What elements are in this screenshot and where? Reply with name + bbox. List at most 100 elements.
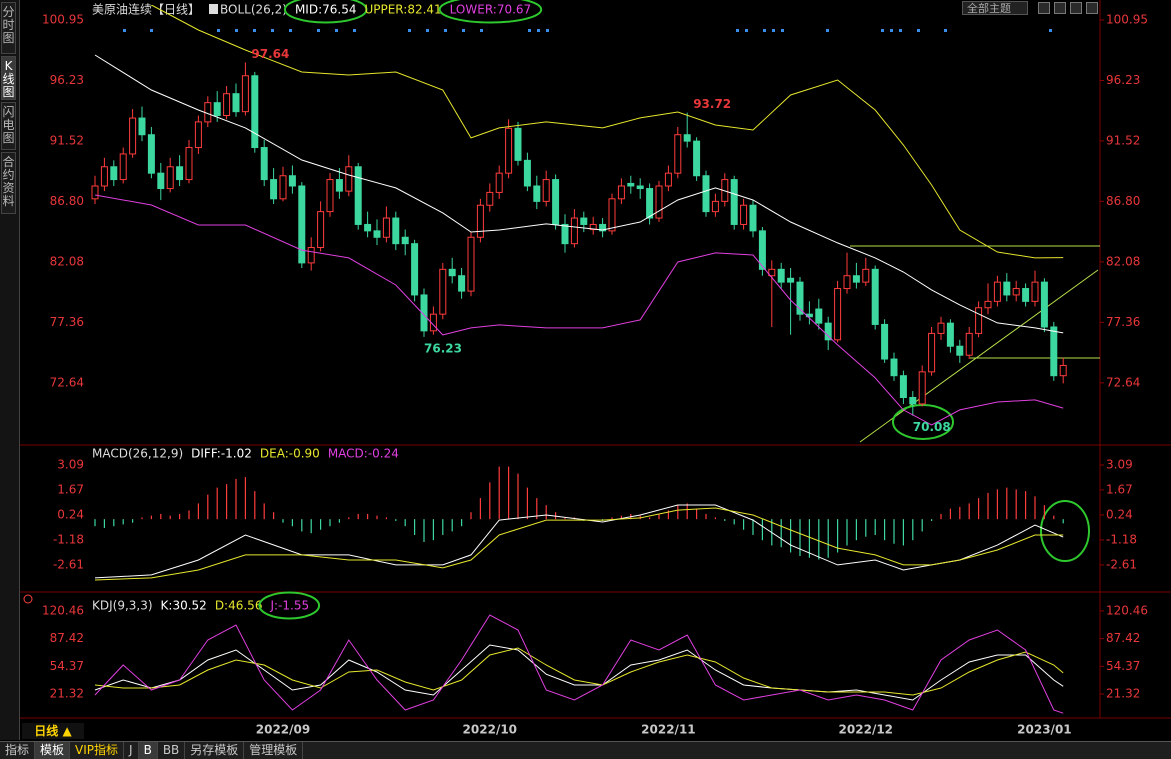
macd-line <box>94 507 1064 581</box>
candle-body <box>777 268 785 283</box>
candle-body <box>683 134 691 142</box>
candle-body <box>871 268 879 325</box>
y-tick-label: 91.52 <box>50 133 84 147</box>
candle-body <box>1040 281 1048 328</box>
candle-body <box>1059 364 1067 377</box>
sidebar-tab[interactable]: 闪电图 <box>1 102 16 150</box>
candle-body <box>232 93 240 113</box>
candle-body <box>984 300 992 309</box>
y-tick-label: 3.09 <box>57 458 84 472</box>
sidebar-tab[interactable]: 分时图 <box>1 2 16 54</box>
bottom-tabs: 指标 模板 VIP指标 J B BB 另存模板 管理模板 <box>0 741 1171 759</box>
y-tick-label: 87.42 <box>50 631 84 645</box>
macd-line <box>94 504 1064 579</box>
candle-body <box>138 117 146 136</box>
y-tick-label: 86.80 <box>50 194 84 208</box>
candle-body <box>288 175 296 187</box>
candle-body <box>787 277 795 283</box>
candle-body <box>514 127 522 161</box>
candle-body <box>335 179 343 192</box>
chart-title: MACD(26,12,9) <box>92 447 183 461</box>
candle-body <box>589 223 597 231</box>
candle-body <box>373 230 381 238</box>
chart: 100.95 100.95 96.23 96.23 91.52 91.52 86.80 86.… <box>20 0 1171 737</box>
window-icon[interactable] <box>1086 2 1098 14</box>
bottom-tab[interactable]: 模板 <box>35 742 71 759</box>
y-tick-label-right: 21.32 <box>1106 687 1140 701</box>
candle-body <box>740 204 748 225</box>
theme-dropdown[interactable]: 全部主题 <box>962 1 1028 15</box>
window-icon[interactable] <box>1070 2 1082 14</box>
candle-body <box>975 307 983 334</box>
legend-entry: MACD:-0.24 <box>328 447 399 461</box>
x-tick-label: 2022/11 <box>641 723 695 737</box>
candle-body <box>928 332 936 373</box>
candle-body <box>429 313 437 332</box>
candle-body <box>693 140 701 177</box>
candle-body <box>824 322 832 341</box>
bottom-tab[interactable]: BB <box>158 742 186 759</box>
y-tick-label-right: 82.08 <box>1106 254 1140 268</box>
candle-body <box>749 204 757 232</box>
y-tick-label-right: 100.95 <box>1106 12 1148 26</box>
y-tick-label: 0.24 <box>57 507 84 521</box>
band-line <box>94 54 1064 334</box>
candle-body <box>646 188 654 219</box>
window-icon[interactable] <box>1038 2 1050 14</box>
highlight-ellipse <box>283 0 368 24</box>
panel-icon <box>23 594 33 604</box>
kdj-line <box>94 614 1064 714</box>
high-label: 93.72 <box>693 97 731 111</box>
candle-body <box>1003 281 1011 296</box>
candle-body <box>119 153 127 181</box>
bottom-tab[interactable]: B <box>138 742 158 759</box>
legend-entry: DIFF:-1.02 <box>191 447 252 461</box>
period-button[interactable]: 日线 ▲ <box>22 723 84 739</box>
candle-body <box>711 200 719 213</box>
candle-body <box>317 211 325 249</box>
sidebar-tab[interactable]: K线图 <box>1 56 16 100</box>
candle-body <box>730 179 738 225</box>
candle-body <box>298 185 306 264</box>
candle-body <box>1031 281 1039 302</box>
candle-body <box>627 182 635 187</box>
y-tick-label: 100.95 <box>42 12 84 26</box>
bottom-tab[interactable]: 管理模板 <box>244 742 304 759</box>
candle-body <box>439 268 447 315</box>
x-tick-label: 2022/09 <box>256 723 310 737</box>
candle-body <box>796 281 804 315</box>
candle-body <box>185 147 193 181</box>
candle-body <box>664 172 672 187</box>
candle-body <box>411 243 419 296</box>
bottom-tab[interactable]: 指标 <box>0 742 36 759</box>
candle-body <box>570 217 578 245</box>
sidebar-tab[interactable]: 合约资料 <box>1 152 16 214</box>
y-tick-label: 120.46 <box>42 603 84 617</box>
band-line <box>149 5 1064 259</box>
candle-body <box>91 185 99 200</box>
candle-body <box>993 281 1001 302</box>
window-icon[interactable] <box>1054 2 1066 14</box>
highlight-ellipse <box>438 0 543 24</box>
candle-body <box>702 175 710 213</box>
y-tick-label-right: 72.64 <box>1106 375 1140 389</box>
bottom-tab[interactable]: VIP指标 <box>70 742 125 759</box>
candle-body <box>176 166 184 181</box>
candle-body <box>345 166 353 192</box>
candle-body <box>542 179 550 202</box>
candle-body <box>241 75 249 113</box>
bottom-tab[interactable]: J <box>124 742 139 759</box>
candle-body <box>918 371 926 405</box>
candle-body <box>768 268 776 277</box>
x-tick-label: 2022/10 <box>463 723 517 737</box>
kdj-line <box>94 647 1064 696</box>
candle-body <box>862 268 870 283</box>
candle-body <box>890 358 898 377</box>
bottom-tab[interactable]: 另存模板 <box>185 742 245 759</box>
y-tick-label: 21.32 <box>50 687 84 701</box>
y-tick-label-right: 120.46 <box>1106 603 1148 617</box>
candle-body <box>157 172 165 190</box>
candle-body <box>166 166 174 190</box>
candle-body <box>382 217 390 238</box>
